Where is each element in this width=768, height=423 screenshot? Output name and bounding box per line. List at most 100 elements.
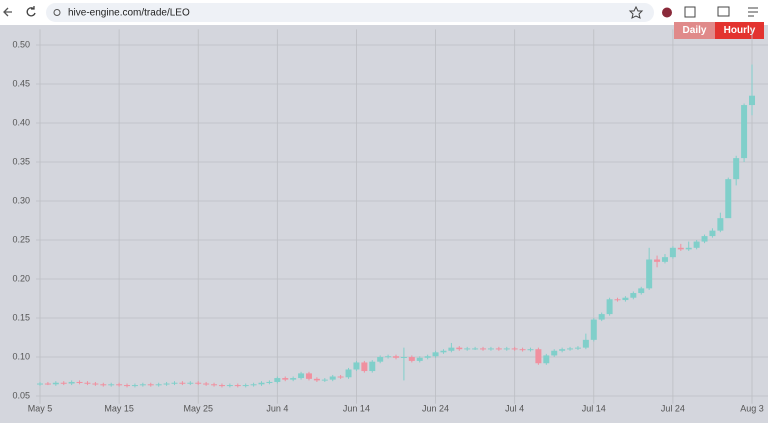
candle-body bbox=[661, 257, 668, 262]
candle-body bbox=[290, 378, 297, 380]
candle-body bbox=[116, 384, 123, 386]
candle-body bbox=[511, 348, 518, 350]
candle-body bbox=[321, 379, 328, 381]
candle-body bbox=[717, 218, 724, 231]
candle-body bbox=[171, 382, 178, 384]
candle-body bbox=[218, 385, 225, 387]
candle-body bbox=[393, 356, 399, 358]
candle-body bbox=[638, 288, 645, 294]
candle-body bbox=[559, 349, 566, 351]
candle-body bbox=[709, 230, 716, 237]
candle-body bbox=[606, 299, 613, 315]
candle-body bbox=[44, 383, 51, 385]
browser-bar: hive-engine.com/trade/LEO bbox=[0, 0, 768, 25]
candle-body bbox=[646, 259, 653, 289]
candle-body bbox=[519, 349, 526, 351]
candle-body bbox=[203, 383, 210, 385]
y-tick-label: 0.25 bbox=[12, 234, 30, 244]
daily-button[interactable] bbox=[674, 22, 715, 39]
candle-body bbox=[195, 382, 202, 384]
candle-body bbox=[345, 369, 352, 378]
chart-background bbox=[0, 25, 768, 418]
candle-body bbox=[677, 247, 684, 250]
candle-body bbox=[92, 383, 99, 385]
candle-body bbox=[282, 378, 289, 380]
candle-body bbox=[654, 259, 661, 262]
y-tick-label: 0.45 bbox=[12, 78, 30, 88]
candle-body bbox=[527, 349, 534, 351]
candle-body bbox=[741, 105, 748, 159]
extension-icon[interactable] bbox=[662, 7, 672, 18]
address-bar[interactable] bbox=[46, 3, 654, 22]
candle-body bbox=[448, 347, 455, 351]
x-tick-label: Jul 4 bbox=[505, 403, 524, 413]
candle-body bbox=[535, 349, 542, 364]
candle-body bbox=[76, 381, 83, 383]
candle-body bbox=[574, 347, 581, 349]
site-info-icon[interactable] bbox=[53, 9, 61, 16]
candle-body bbox=[725, 179, 732, 219]
candle-body bbox=[400, 357, 407, 358]
candle-body bbox=[179, 382, 186, 384]
candle-body bbox=[163, 383, 170, 385]
candle-body bbox=[590, 319, 597, 340]
hourly-label[interactable]: Hourly bbox=[724, 25, 756, 36]
candle-body bbox=[258, 382, 265, 385]
back-button[interactable] bbox=[3, 7, 12, 17]
candle-body bbox=[464, 348, 471, 350]
bookmark-icon[interactable] bbox=[628, 5, 644, 19]
candle-body bbox=[567, 348, 574, 350]
x-tick-label: Jun 4 bbox=[266, 403, 288, 413]
url: hive-engine.com/trade/LEO bbox=[68, 8, 190, 19]
candle-body bbox=[353, 362, 360, 370]
candle-body bbox=[100, 384, 107, 386]
candle-body bbox=[361, 362, 368, 372]
y-tick-label: 0.40 bbox=[12, 117, 30, 127]
candle-body bbox=[543, 355, 550, 364]
candle-body bbox=[503, 348, 510, 350]
y-tick-label: 0.50 bbox=[12, 39, 30, 49]
candle-body bbox=[598, 314, 605, 320]
candle-body bbox=[377, 357, 384, 362]
candle-body bbox=[749, 95, 755, 106]
daily-label[interactable]: Daily bbox=[683, 25, 707, 36]
y-tick-label: 0.35 bbox=[12, 156, 30, 166]
candle-body bbox=[369, 361, 376, 372]
candle-body bbox=[480, 348, 487, 350]
extensions-icon[interactable] bbox=[684, 6, 696, 18]
candle-body bbox=[329, 376, 336, 380]
reload-button[interactable] bbox=[26, 6, 36, 17]
candle-body bbox=[298, 373, 305, 379]
candle-body bbox=[701, 236, 708, 242]
candle-body bbox=[139, 384, 146, 386]
x-tick-label: May 15 bbox=[104, 403, 134, 413]
y-tick-label: 0.05 bbox=[12, 390, 30, 400]
candle-body bbox=[408, 357, 415, 361]
candle-body bbox=[52, 382, 59, 385]
candle-body bbox=[487, 348, 494, 350]
candle-body bbox=[337, 376, 344, 378]
menu-icon[interactable] bbox=[748, 7, 758, 17]
candle-body bbox=[622, 297, 629, 301]
candle-body bbox=[226, 385, 233, 387]
x-tick-label: May 5 bbox=[28, 403, 53, 413]
candle-body bbox=[495, 348, 502, 350]
candle-body bbox=[551, 350, 558, 356]
y-tick-label: 0.30 bbox=[12, 195, 30, 205]
candle-body bbox=[669, 247, 676, 258]
y-tick-label: 0.10 bbox=[12, 351, 30, 361]
candle-body bbox=[250, 384, 257, 386]
cast-icon[interactable] bbox=[717, 6, 730, 17]
candle-body bbox=[211, 384, 218, 386]
candle-body bbox=[108, 384, 115, 386]
y-tick-label: 0.15 bbox=[12, 312, 30, 322]
candle-body bbox=[693, 241, 700, 248]
candle-body bbox=[456, 347, 463, 350]
candle-body bbox=[432, 352, 439, 357]
candle-body bbox=[37, 383, 43, 385]
x-tick-label: Jun 14 bbox=[343, 403, 370, 413]
candle-body bbox=[630, 293, 637, 298]
candle-body bbox=[424, 356, 431, 358]
